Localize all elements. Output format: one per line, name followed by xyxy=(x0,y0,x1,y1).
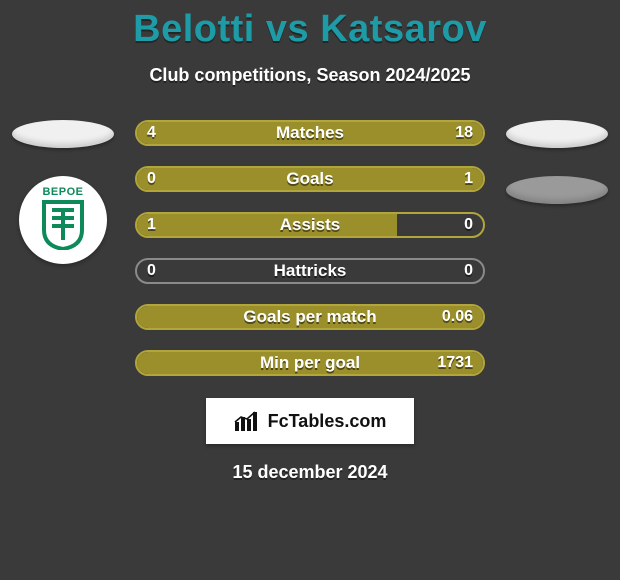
bar-fill-left xyxy=(137,214,397,236)
page-title: Belotti vs Katsarov xyxy=(0,0,620,51)
stat-label: Hattricks xyxy=(137,261,483,281)
player-left-club-logo: BEPOE xyxy=(19,176,107,264)
stat-value-right: 0 xyxy=(464,216,473,234)
player-right-oval-2 xyxy=(506,176,608,204)
footer-brand-badge: FcTables.com xyxy=(206,398,414,444)
bar-fill-right xyxy=(199,122,483,144)
player-right-oval-1 xyxy=(506,120,608,148)
footer-brand-text: FcTables.com xyxy=(268,411,387,432)
stat-row: 1731Min per goal xyxy=(135,350,485,376)
left-player-column: BEPOE xyxy=(8,120,118,264)
stat-row: 0 0Hattricks xyxy=(135,258,485,284)
bar-fill-full xyxy=(137,352,483,374)
comparison-content: BEPOE 418Matches01Goals10Assists00Hattri… xyxy=(0,120,620,376)
bar-fill-full xyxy=(137,306,483,328)
stat-row: 418Matches xyxy=(135,120,485,146)
stat-row: 0.06Goals per match xyxy=(135,304,485,330)
stat-value-left: 0 xyxy=(147,262,156,280)
stat-row: 10Assists xyxy=(135,212,485,238)
bars-logo-icon xyxy=(234,410,262,432)
club-logo-text: BEPOE xyxy=(40,187,86,198)
snapshot-date: 15 december 2024 xyxy=(0,462,620,483)
right-player-column xyxy=(502,120,612,204)
page-subtitle: Club competitions, Season 2024/2025 xyxy=(0,65,620,86)
player-left-oval xyxy=(12,120,114,148)
stat-bars-container: 418Matches01Goals10Assists00Hattricks0.0… xyxy=(135,120,485,376)
stat-value-right: 0 xyxy=(464,262,473,280)
stat-row: 01Goals xyxy=(135,166,485,192)
bar-fill-right xyxy=(137,168,483,190)
bar-fill-left xyxy=(137,122,199,144)
shield-icon xyxy=(40,200,86,250)
